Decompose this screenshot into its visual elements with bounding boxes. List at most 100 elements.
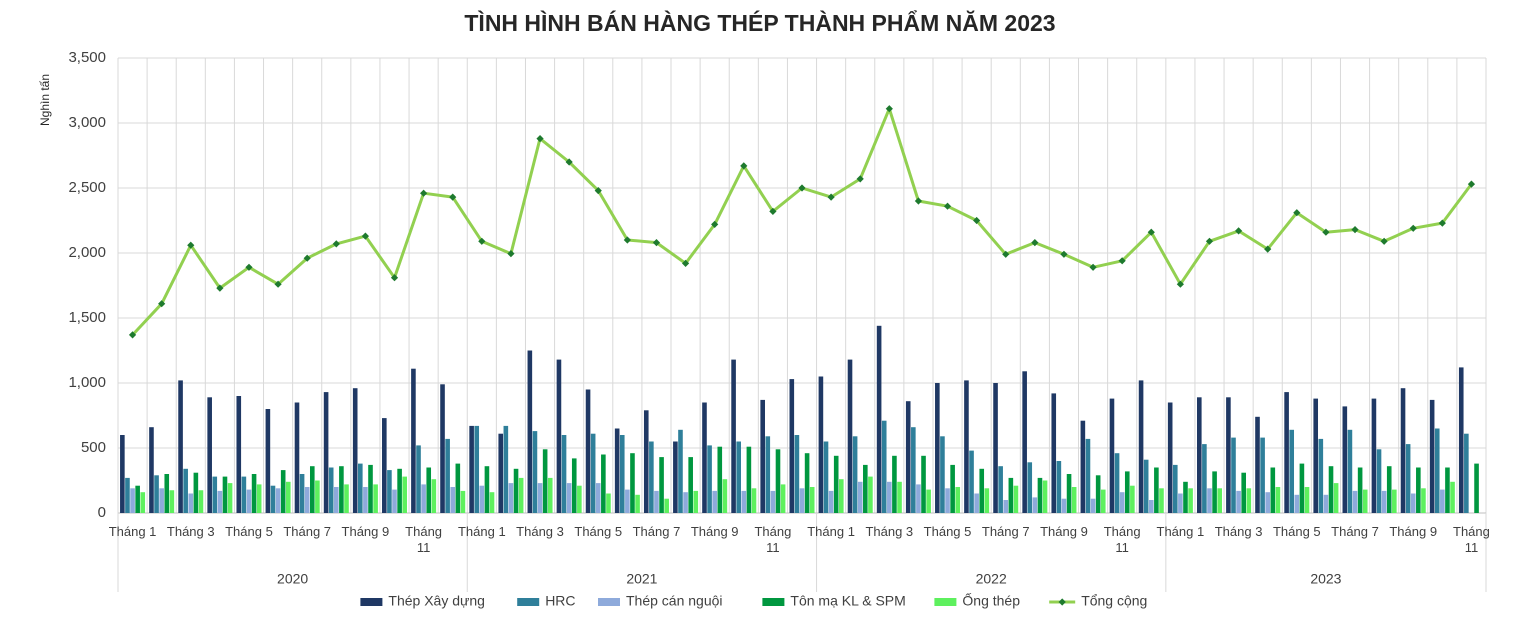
legend-label: Thép cán nguội [626,593,723,609]
bar [270,485,276,513]
bar [775,449,781,513]
line-marker [245,263,253,271]
x-tick-label: Tháng 7 [283,524,332,539]
bar [1202,444,1207,513]
bar [222,476,228,513]
line-marker [943,202,952,210]
bar [212,476,218,513]
bar [309,466,315,513]
bar [1464,433,1469,513]
bar [741,490,747,513]
bar [746,446,752,513]
x-tick-label: Tháng 11 [1453,524,1490,555]
bar [1027,462,1033,513]
line-marker [914,197,923,205]
bar [863,464,868,513]
bar [265,409,271,513]
bar [828,490,834,513]
bar [1429,399,1435,513]
bar [789,379,795,513]
bar [469,425,474,513]
line-marker [478,237,486,245]
bar [683,492,688,513]
bar [169,490,175,513]
bar [955,487,961,513]
bar [455,463,461,513]
bar [847,359,853,513]
bar [1236,490,1241,513]
bar [1178,493,1183,513]
bar [1405,444,1411,513]
x-tick-label: Tháng 3 [1214,524,1263,539]
bar [1056,461,1062,513]
bar [876,325,882,513]
bar [979,468,985,513]
legend-swatch [517,598,540,606]
x-tick-label: Tháng 3 [865,524,914,539]
bar [1143,459,1149,513]
bar [1416,467,1421,513]
x-tick-label: Tháng 7 [1331,524,1379,539]
line-marker [361,232,370,240]
bar [159,488,164,513]
group-label: 2023 [1310,571,1341,587]
bar [1080,420,1086,513]
bar [659,457,664,513]
bar [1410,493,1416,513]
y-tick-label: 2,000 [68,244,106,261]
bar [940,436,945,513]
bar [984,488,990,513]
bar [1154,467,1159,513]
bar [1114,453,1120,513]
bar [178,380,183,513]
bar [905,401,911,513]
x-tick-label: Tháng 5 [225,524,273,539]
legend-label: Tôn mạ KL & SPM [790,593,905,609]
bar [1342,406,1348,513]
bar [1289,429,1295,513]
bar [765,436,771,513]
bar [236,396,242,513]
bar [1362,489,1368,513]
bar [887,481,892,513]
y-tick-label: 3,500 [68,49,106,66]
line-marker [1409,224,1417,232]
line-marker [216,284,224,292]
bar [664,498,669,513]
x-tick-label: Tháng 3 [516,524,564,539]
bar [1022,371,1027,513]
line-marker [652,239,661,247]
line-marker [1147,228,1155,236]
bar [1130,485,1135,513]
bar [1357,467,1363,513]
bar [542,449,548,513]
bar [256,484,262,513]
bar [1440,489,1445,513]
x-tick-label: Tháng 5 [923,524,972,539]
line-marker [1322,228,1330,236]
bar [294,402,300,513]
bar [964,380,969,513]
bar [770,490,776,513]
bar [363,487,368,513]
bar [140,492,146,513]
line-marker [769,207,777,215]
bar [1421,488,1426,513]
bar [227,483,233,513]
y-axis-label: Nghìn tấn [38,74,52,126]
line-marker [158,300,166,308]
bar [1124,471,1130,513]
bar [1172,464,1178,513]
bar [188,493,194,513]
x-tick-label: Tháng 3 [166,524,215,539]
bar [1392,489,1397,513]
bar [1241,472,1246,513]
chart-title: TÌNH HÌNH BÁN HÀNG THÉP THÀNH PHẨM NĂM 2… [464,9,1055,36]
bar [722,479,728,513]
line-marker [1205,237,1214,245]
bar [125,477,130,513]
bar [1371,398,1377,513]
bar [643,410,649,513]
bar [508,483,514,513]
bar [1188,488,1193,513]
